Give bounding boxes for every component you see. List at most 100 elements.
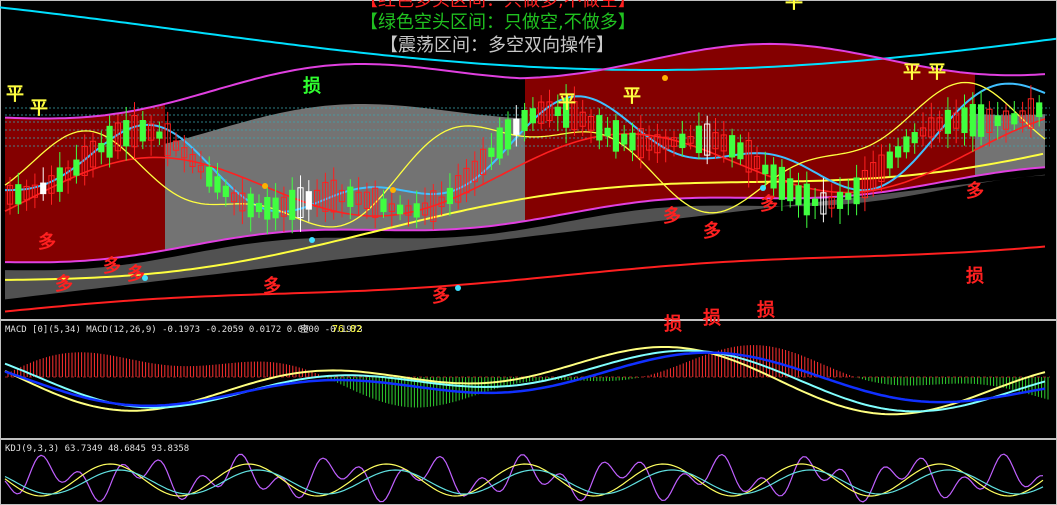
candle-body (139, 120, 146, 142)
candle-body (297, 187, 304, 219)
signal-label-duo: 多 (55, 273, 73, 295)
candle-body (330, 179, 337, 213)
candle-body (314, 189, 321, 207)
candle-body (621, 133, 628, 145)
candle-body (538, 101, 545, 124)
candle-body (554, 106, 561, 117)
candle-body (413, 203, 420, 218)
signal-label-ping: 平 (6, 84, 24, 105)
signal-label-ping: 平 (623, 86, 641, 107)
candle-body (529, 108, 536, 124)
candle-body (1027, 98, 1035, 129)
candle-body (65, 167, 72, 181)
mid-ma-line (5, 152, 1044, 281)
candle-body (936, 117, 943, 131)
candle-body (123, 120, 130, 147)
candle-body (895, 146, 902, 158)
macd-trend-line (4, 351, 1046, 408)
legend-line-2: 【绿色空头区间：只做空,不做多】 (360, 12, 636, 33)
candle-body (455, 175, 462, 203)
signal-label-ping: 平 (928, 62, 946, 83)
candles (6, 84, 1043, 235)
candle-body (347, 186, 354, 207)
candle-body (712, 132, 719, 150)
candle-body (596, 115, 603, 141)
candle-body (89, 140, 97, 168)
candle-body (845, 192, 852, 200)
candle-body (571, 101, 578, 131)
candle-body (164, 123, 171, 157)
signal-label-duo: 多 (663, 205, 681, 227)
signal-label-duo: 多 (760, 193, 778, 215)
candle-body (496, 127, 503, 159)
candle-body (521, 110, 528, 132)
candle-body (961, 107, 968, 134)
legend-line-3: 【震荡区间：多空双向操作】 (380, 35, 614, 56)
candle-body (247, 193, 254, 218)
candle-body (953, 112, 960, 129)
candle-body (488, 147, 495, 157)
candle-body (81, 145, 88, 176)
candle-body (1019, 110, 1026, 123)
signal-labels: 平平平平平平 平多多多 多多 多多多多多损损损损损 (6, 0, 984, 335)
candle-body (795, 185, 802, 206)
candle-body (388, 203, 395, 212)
signal-dot-1 (262, 183, 268, 189)
candle-body (646, 137, 653, 151)
candle-body (23, 185, 30, 201)
candle-body (172, 140, 180, 151)
candle-body (928, 117, 935, 138)
signal-label-duo: 多 (38, 231, 56, 253)
candle-body (214, 176, 221, 193)
candle-body (604, 127, 611, 137)
candle-body (828, 197, 835, 209)
candle-body (56, 167, 63, 192)
candle-body (737, 142, 744, 160)
candle-body (670, 137, 678, 147)
lower-band-fill (5, 174, 1045, 300)
candle-body (421, 202, 429, 216)
candle-body (222, 185, 229, 198)
candle-body (812, 198, 819, 206)
indicator-lines (0, 6, 1057, 313)
candle-body (903, 136, 910, 153)
candle-body (231, 192, 238, 203)
candle-body (886, 151, 893, 169)
signal-label-duo: 多 (432, 285, 450, 307)
candle-body (380, 198, 387, 213)
candle-body (438, 196, 445, 208)
candle-body (322, 181, 329, 212)
candle-body (106, 125, 113, 158)
candle-body (463, 167, 470, 194)
candle-body (181, 147, 188, 159)
signal-label-duo: 多 (127, 263, 145, 285)
signal-label-sun: 损 (664, 313, 682, 335)
candle-body (305, 191, 312, 210)
candle-body (695, 125, 702, 154)
candle-body (770, 164, 777, 189)
candle-body (289, 189, 296, 220)
kdj-indicator (4, 453, 1044, 503)
kdj-label: KDJ(9,3,3) 63.7349 48.6845 93.8358 (5, 444, 189, 454)
candle-body (480, 148, 487, 176)
candle-body (762, 164, 769, 175)
candle-body (629, 132, 636, 151)
signal-dot-2 (309, 237, 315, 243)
macd-dea-line (4, 349, 1046, 413)
candle-body (919, 127, 927, 137)
macd-kong-value: 76.82 (332, 324, 362, 335)
candle-body (870, 162, 877, 191)
candle-body (587, 116, 595, 131)
signal-dot-6 (760, 185, 766, 191)
candle-body (405, 205, 412, 216)
candle-body (969, 104, 976, 137)
candle-body (48, 175, 55, 194)
signal-label-duo: 多 (966, 180, 984, 202)
candle-body (729, 135, 736, 158)
candle-body (944, 109, 951, 134)
candle-body (239, 192, 246, 212)
signal-dot-0 (142, 275, 148, 281)
signal-dot-4 (455, 285, 461, 291)
signal-label-sun: 损 (303, 75, 321, 97)
